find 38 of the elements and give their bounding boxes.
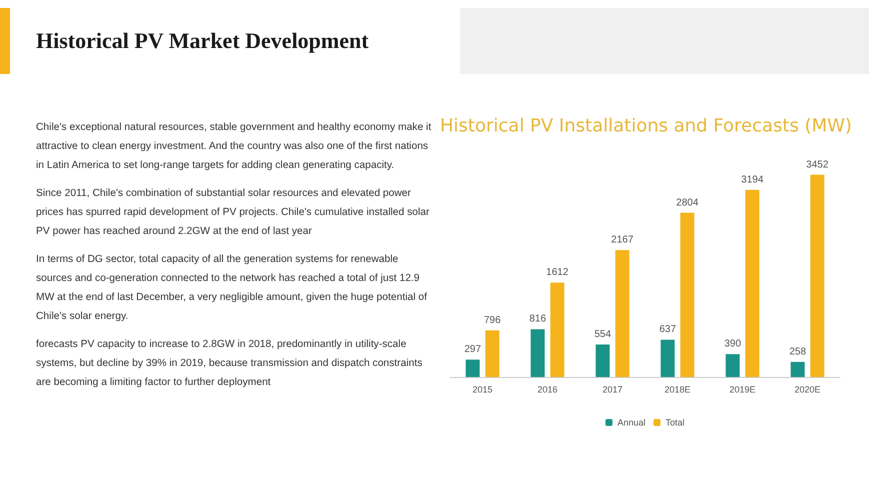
- x-tick-label: 2018E: [664, 384, 691, 394]
- chart-subtitle: Historical PV Installations and Forecasts (MW): [440, 116, 852, 136]
- bar: [485, 330, 500, 377]
- text: In terms of DG sector, total capacity of all the generation systems for renewable sources and co-generation connected to the network has reached a total of just 12.9 MW at the end of last December, a very negligible amount, given the huge potential of Chile's solar energy.: [36, 253, 428, 324]
- x-tick-label: 2020E: [794, 384, 821, 394]
- data-label: 1612: [546, 267, 569, 278]
- bar: [726, 354, 740, 377]
- x-tick-label: 2017: [602, 384, 623, 394]
- bar: [790, 362, 805, 377]
- bar: [660, 340, 675, 377]
- bar: [810, 174, 824, 377]
- text: Since 2011, Chile's combination of substantial solar resources and elevated power prices has spurred rapid development of PV projects. Chile's cumulative installed solar PV power has reached around 2.2GW at the end of last year: [36, 187, 430, 239]
- legend-label: Annual: [617, 418, 646, 428]
- bar: [745, 190, 760, 377]
- data-label: 2167: [611, 234, 634, 246]
- bar: [680, 212, 694, 377]
- text: Historical PV Market Development: [36, 28, 369, 54]
- bar: [466, 360, 480, 377]
- x-tick-label: 2016: [537, 384, 558, 394]
- data-label: 3194: [741, 174, 764, 186]
- data-label: 297: [464, 344, 482, 356]
- data-label: 554: [594, 329, 612, 340]
- bar: [615, 250, 630, 377]
- x-tick-label: 2015: [472, 384, 493, 394]
- data-label: 390: [724, 338, 742, 350]
- text: forecasts PV capacity to increase to 2.8GW in 2018, predominantly in utility-scale systems, but decline by 39% in 2019, because transmission and dispatch constraints are becoming a limiting factor to further deployment: [36, 338, 424, 390]
- data-label: 816: [529, 314, 546, 325]
- data-label: 637: [659, 324, 676, 336]
- data-label: 796: [484, 314, 502, 326]
- bar: [530, 329, 545, 377]
- data-label: 2804: [676, 197, 699, 208]
- data-label: 258: [789, 346, 806, 358]
- x-tick-label: 2019E: [729, 384, 756, 394]
- bar: [596, 344, 610, 377]
- text: Chile's exceptional natural resources, stable government and healthy economy make it attractive to clean energy investment. And the country was also one of the first nations in Latin America to set long-range targets for adding clean generating capacity.: [36, 121, 432, 173]
- data-label: 3452: [806, 159, 829, 170]
- legend-label: Total: [666, 418, 685, 428]
- bar: [550, 282, 564, 377]
